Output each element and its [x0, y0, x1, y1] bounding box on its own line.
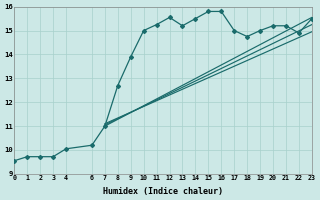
X-axis label: Humidex (Indice chaleur): Humidex (Indice chaleur) — [103, 187, 223, 196]
